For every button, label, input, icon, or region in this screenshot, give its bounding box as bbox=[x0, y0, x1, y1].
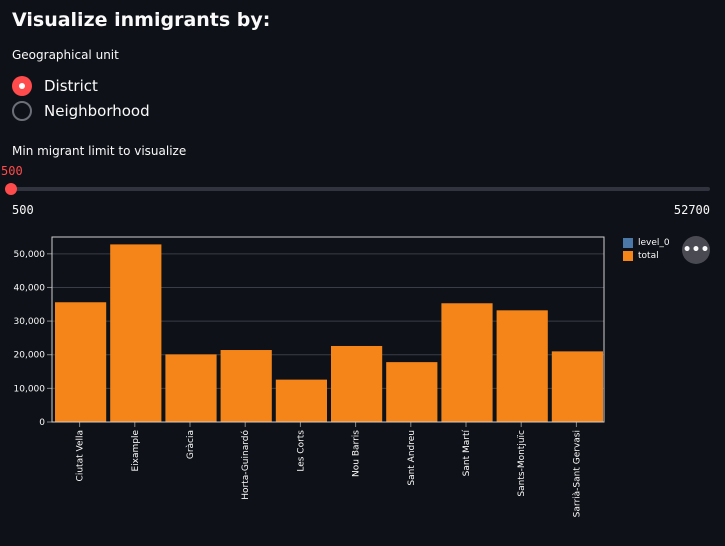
bar-chart: 0 10,000 20,000 30,000 40,000 50,000 Ciutat Ve… bbox=[14, 236, 605, 517]
x-tick-label: Ciutat Vella bbox=[76, 430, 86, 481]
slider-label: Min migrant limit to visualize bbox=[12, 144, 187, 158]
radio-district[interactable]: District bbox=[12, 76, 98, 96]
slider-thumb[interactable] bbox=[5, 183, 17, 195]
legend-item-total: total bbox=[623, 249, 670, 262]
bar-4 bbox=[220, 350, 272, 422]
y-tick-label: 0 bbox=[39, 418, 45, 428]
y-tick-label: 40,000 bbox=[14, 283, 46, 293]
geographical-unit-label: Geographical unit bbox=[12, 48, 119, 62]
bar-7 bbox=[386, 362, 438, 422]
x-tick-label: Nou Barris bbox=[352, 430, 362, 477]
more-horizontal-icon: ••• bbox=[682, 242, 710, 258]
chart-menu-button[interactable]: ••• bbox=[682, 236, 710, 264]
bar-2 bbox=[110, 244, 162, 422]
plot-frame bbox=[51, 236, 605, 423]
x-tick-label: Sarrià-Sant Gervasi bbox=[572, 430, 582, 517]
bar-3 bbox=[165, 354, 217, 422]
legend-swatch-level-0 bbox=[623, 237, 633, 248]
slider-track[interactable] bbox=[12, 187, 710, 191]
x-tick-label: Horta-Guinardó bbox=[240, 430, 251, 500]
page-title: Visualize inmigrants by: bbox=[12, 9, 271, 31]
x-tick-label: Sants-Montjuïc bbox=[517, 430, 527, 497]
radio-neighborhood-label: Neighborhood bbox=[44, 102, 150, 120]
bar-6 bbox=[331, 345, 383, 422]
chart-legend: level_0 total bbox=[623, 236, 670, 262]
y-tick-label: 50,000 bbox=[14, 250, 46, 260]
x-tick-label: Sant Andreu bbox=[407, 430, 417, 486]
x-tick-label: Sant Martí bbox=[462, 430, 472, 477]
x-tick-label: Eixample bbox=[131, 430, 141, 472]
bar-10 bbox=[551, 351, 603, 422]
x-tick-label: Gràcia bbox=[186, 430, 196, 459]
slider-max-label: 52700 bbox=[673, 203, 710, 217]
slider-min-label: 500 bbox=[12, 203, 34, 217]
radio-district-label: District bbox=[44, 77, 98, 95]
bar-1 bbox=[55, 302, 107, 422]
bar-8 bbox=[441, 303, 493, 422]
y-tick-label: 30,000 bbox=[14, 317, 46, 327]
legend-item-level-0: level_0 bbox=[623, 236, 670, 249]
legend-swatch-total bbox=[623, 250, 633, 261]
radio-unselected-icon bbox=[12, 101, 32, 121]
slider-current-value: 500 bbox=[1, 164, 23, 178]
y-tick-label: 10,000 bbox=[14, 384, 46, 394]
radio-selected-icon bbox=[12, 76, 32, 96]
y-tick-label: 20,000 bbox=[14, 351, 46, 361]
legend-label-total: total bbox=[638, 250, 659, 261]
x-tick-label: Les Corts bbox=[296, 430, 306, 472]
radio-neighborhood[interactable]: Neighborhood bbox=[12, 101, 150, 121]
bar-5 bbox=[275, 379, 327, 422]
bar-9 bbox=[496, 310, 548, 422]
legend-label-level-0: level_0 bbox=[638, 237, 670, 248]
